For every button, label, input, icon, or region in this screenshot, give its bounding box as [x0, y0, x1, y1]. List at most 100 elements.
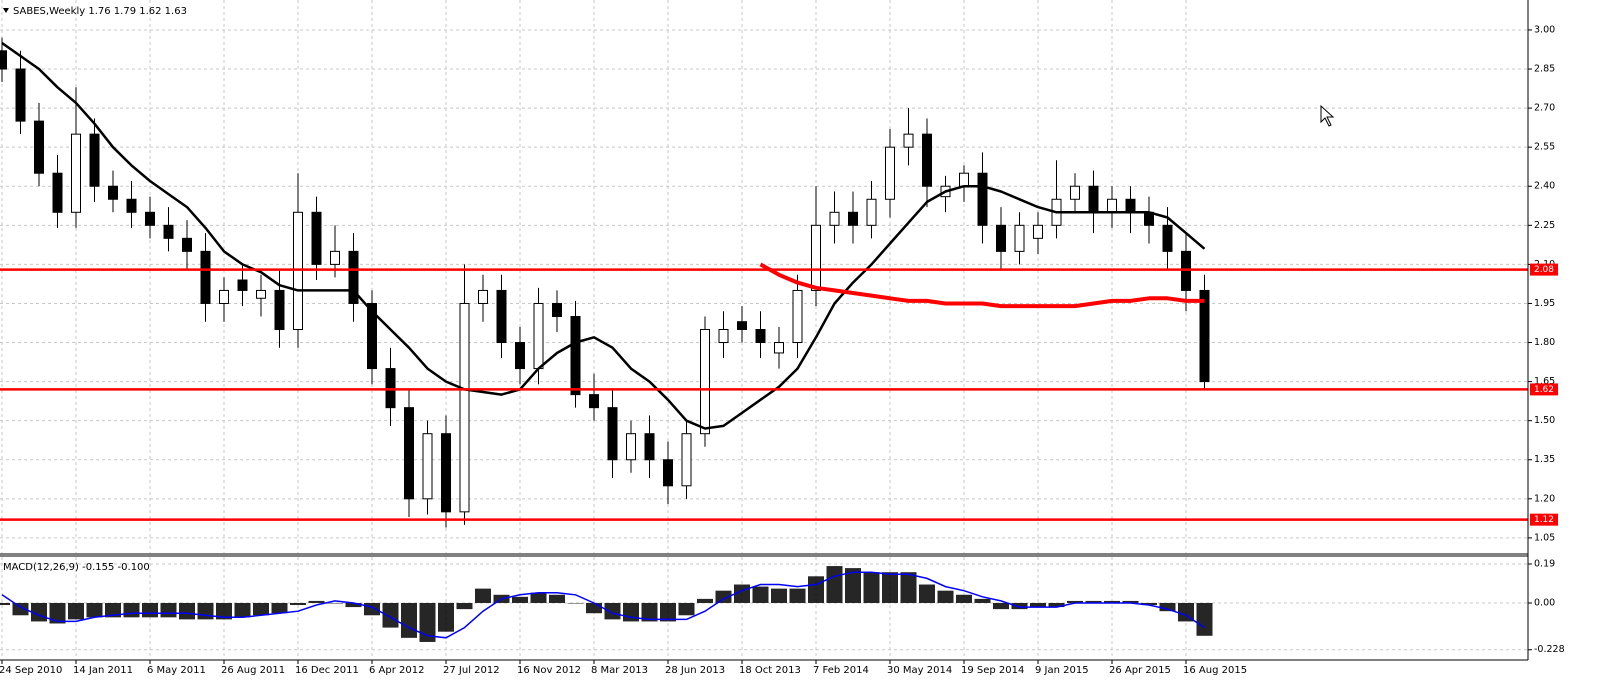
y-tick-label: 0.19 — [1534, 559, 1555, 570]
candle-body — [626, 433, 636, 461]
candle-body — [145, 211, 155, 226]
candle-body — [89, 133, 100, 187]
candle-body — [293, 211, 303, 331]
histogram-bar — [345, 602, 362, 608]
histogram-bar — [993, 602, 1009, 610]
y-tick-label: 2.55 — [1534, 142, 1555, 153]
histogram-bar — [253, 602, 269, 616]
x-tick-label: 16 Dec 2011 — [295, 665, 359, 676]
candle-body — [644, 433, 655, 461]
candle-body — [163, 224, 174, 239]
histogram-bar — [179, 602, 195, 620]
candle-body — [367, 302, 377, 370]
y-tick-label: 2.85 — [1534, 64, 1555, 75]
histogram-bar — [956, 594, 972, 603]
candle-body — [607, 407, 618, 461]
histogram-bar — [105, 602, 121, 618]
candle-body — [866, 198, 877, 226]
histogram-bar — [308, 600, 325, 603]
candle-body — [330, 250, 340, 265]
x-tick-label: 7 Feb 2014 — [813, 665, 869, 676]
histogram-bar — [456, 602, 473, 610]
y-tick-label: 2.25 — [1534, 220, 1555, 231]
candle-body — [1125, 198, 1136, 213]
candle-body — [496, 289, 507, 344]
menu-arrow — [3, 8, 9, 13]
candle-body — [755, 329, 766, 344]
x-tick-label: 9 Jan 2015 — [1035, 665, 1089, 676]
candle-body — [15, 68, 26, 122]
candle-body — [422, 433, 433, 500]
x-tick-label: 28 Jun 2013 — [665, 665, 725, 676]
histogram-bar — [419, 602, 436, 642]
histogram-bar — [512, 596, 528, 603]
histogram-bar — [919, 584, 935, 603]
candle-body — [459, 302, 470, 513]
histogram-bar — [826, 566, 843, 603]
histogram-bar — [549, 594, 565, 603]
histogram-bar — [1067, 600, 1083, 603]
candle-body — [348, 250, 359, 304]
x-tick-label: 16 Aug 2015 — [1183, 665, 1247, 676]
x-tick-label: 6 Apr 2012 — [369, 665, 424, 676]
candle-body — [182, 237, 192, 252]
histogram-bar — [1122, 600, 1139, 603]
candle-body — [1033, 224, 1043, 239]
x-tick-label: 27 Jul 2012 — [443, 665, 500, 676]
histogram-bar — [382, 602, 399, 628]
candle-body — [404, 407, 414, 500]
histogram-bar — [586, 602, 602, 614]
histogram-bar — [845, 568, 861, 603]
moving-average — [1, 41, 1206, 430]
candle-body — [589, 394, 599, 409]
histogram-bar — [12, 602, 29, 616]
histogram-bar — [271, 602, 288, 614]
marks-layer — [0, 37, 1528, 642]
histogram-bar — [142, 602, 158, 618]
candle-body — [71, 133, 81, 213]
histogram-bar — [438, 602, 454, 632]
y-tick-label: 1.65 — [1534, 376, 1555, 387]
histogram-bar — [1178, 602, 1194, 622]
histogram-bar — [0, 602, 10, 606]
level-label: 1.12 — [1534, 515, 1554, 525]
histogram-bar — [123, 602, 140, 618]
candle-body — [1162, 224, 1173, 252]
chart-title: SABES,Weekly 1.76 1.79 1.62 1.63 — [13, 6, 187, 17]
candle-body — [385, 368, 396, 409]
candle-body — [811, 224, 821, 291]
candle-body — [663, 459, 673, 487]
histogram-bar — [290, 602, 306, 606]
histogram-bar — [660, 602, 676, 622]
histogram-bar — [1104, 600, 1120, 603]
level-label-bg — [1530, 383, 1558, 396]
candle-body — [274, 289, 285, 331]
histogram-bar — [49, 602, 66, 624]
candle-body — [848, 211, 858, 226]
histogram-bar — [68, 602, 84, 620]
y-tick-label: 1.50 — [1534, 415, 1555, 426]
level-label-bg — [1530, 513, 1558, 526]
histogram-bar — [364, 602, 380, 616]
x-tick-label: 26 Aug 2011 — [221, 665, 285, 676]
y-tick-label: 1.35 — [1534, 454, 1555, 465]
x-tick-label: 8 Mar 2013 — [591, 665, 648, 676]
y-tick-label: 1.80 — [1534, 337, 1555, 348]
histogram-bar — [604, 602, 621, 620]
candle-body — [34, 120, 44, 174]
histogram-bar — [678, 602, 695, 616]
candle-body — [256, 289, 266, 299]
y-tick-label: 1.95 — [1534, 298, 1555, 309]
histogram-bar — [216, 602, 232, 620]
y-tick-label: 2.70 — [1534, 103, 1555, 114]
candle-body — [996, 224, 1006, 252]
level-label: 2.08 — [1534, 265, 1554, 275]
histogram-bar — [641, 602, 658, 622]
histogram-bar — [1141, 602, 1157, 606]
candle-body — [441, 433, 451, 513]
signal-line — [1, 571, 1205, 639]
candle-body — [681, 433, 692, 487]
histogram-bar — [234, 602, 251, 618]
